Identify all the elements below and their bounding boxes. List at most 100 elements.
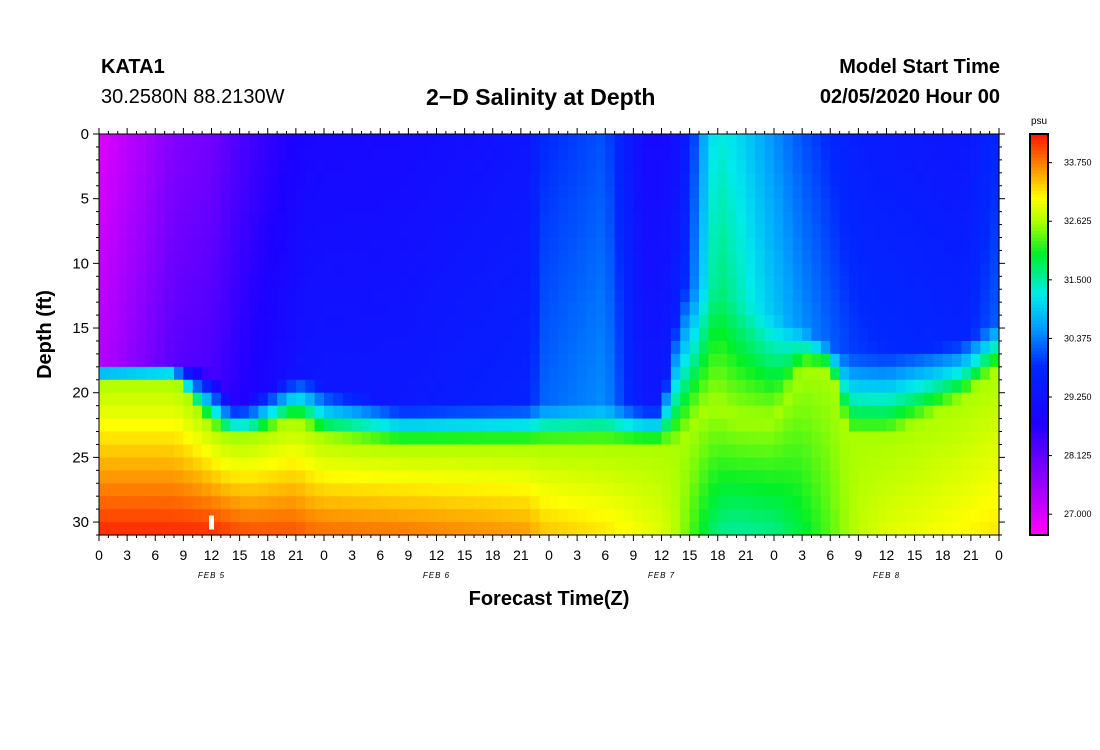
heatmap-cell xyxy=(661,509,672,523)
heatmap-cell xyxy=(717,379,728,394)
heatmap-cell xyxy=(680,340,691,355)
heatmap-cell xyxy=(924,146,934,161)
heatmap-cell xyxy=(839,250,850,264)
colorbar-cell xyxy=(1030,210,1048,215)
heatmap-cell xyxy=(586,276,597,290)
heatmap-cell xyxy=(539,470,550,484)
heatmap-cell xyxy=(877,198,888,213)
heatmap-cell xyxy=(445,340,456,355)
heatmap-cell xyxy=(324,431,334,446)
heatmap-cell xyxy=(314,289,325,303)
heatmap-cell xyxy=(820,431,831,446)
heatmap-cell xyxy=(230,418,241,433)
y-tick-label: 0 xyxy=(81,126,89,143)
heatmap-cell xyxy=(952,392,963,407)
heatmap-cell xyxy=(858,276,869,290)
y-axis-label: Depth (ft) xyxy=(34,290,56,379)
heatmap-cell xyxy=(399,302,409,316)
heatmap-cell xyxy=(483,315,494,329)
heatmap-cell xyxy=(99,405,109,420)
heatmap-cell xyxy=(670,276,681,290)
data-marker xyxy=(209,515,214,530)
heatmap-cell xyxy=(849,263,859,277)
colorbar-cell xyxy=(1030,418,1048,422)
heatmap-cell xyxy=(324,366,334,381)
heatmap-cell xyxy=(474,172,484,187)
heatmap-cell xyxy=(295,509,306,523)
heatmap-cell xyxy=(502,431,513,446)
heatmap-cell xyxy=(961,315,972,329)
heatmap-cell xyxy=(924,211,934,226)
heatmap-cell xyxy=(764,496,775,510)
heatmap-cell xyxy=(258,509,269,523)
heatmap-cell xyxy=(127,379,138,394)
heatmap-cell xyxy=(830,328,841,342)
heatmap-cell xyxy=(324,263,334,277)
heatmap-cell xyxy=(192,405,203,420)
heatmap-cell xyxy=(399,496,409,510)
heatmap-cell xyxy=(220,302,231,316)
heatmap-cell xyxy=(380,340,391,355)
heatmap-cell xyxy=(539,237,550,252)
heatmap-cell xyxy=(764,211,775,226)
heatmap-cell xyxy=(202,509,213,523)
heatmap-cell xyxy=(324,483,334,497)
heatmap-cell xyxy=(942,483,953,497)
heatmap-cell xyxy=(436,392,447,407)
heatmap-cell xyxy=(652,146,663,161)
heatmap-cell xyxy=(933,211,944,226)
heatmap-cell xyxy=(192,366,203,381)
colorbar-cell xyxy=(1030,491,1048,496)
heatmap-cell xyxy=(652,224,663,239)
heatmap-cell xyxy=(192,392,203,407)
heatmap-cell xyxy=(361,172,372,187)
heatmap-cell xyxy=(614,302,625,316)
heatmap-cell xyxy=(370,328,381,342)
heatmap-cell xyxy=(595,418,606,433)
heatmap-cell xyxy=(127,289,138,303)
heatmap-cell xyxy=(511,159,522,174)
colorbar-cell xyxy=(1030,394,1048,399)
heatmap-cell xyxy=(520,276,531,290)
heatmap-cell xyxy=(689,379,700,394)
heatmap-cell xyxy=(361,353,372,368)
heatmap-cell xyxy=(802,379,813,394)
heatmap-cell xyxy=(970,418,981,433)
heatmap-cell xyxy=(689,328,700,342)
heatmap-cell xyxy=(277,198,288,213)
heatmap-cell xyxy=(689,418,700,433)
heatmap-cell xyxy=(614,185,625,200)
heatmap-cell xyxy=(127,224,138,239)
heatmap-cell xyxy=(567,392,578,407)
x-tick-label: 0 xyxy=(95,547,103,563)
heatmap-cell xyxy=(736,379,747,394)
heatmap-cell xyxy=(764,418,775,433)
heatmap-cell xyxy=(99,134,109,148)
heatmap-cell xyxy=(164,276,175,290)
heatmap-cell xyxy=(239,237,250,252)
heatmap-cell xyxy=(811,185,822,200)
heatmap-cell xyxy=(670,496,681,510)
heatmap-cell xyxy=(361,328,372,342)
colorbar-cell xyxy=(1030,414,1048,419)
colorbar-cell xyxy=(1030,150,1048,155)
heatmap-cell xyxy=(820,224,831,239)
heatmap-cell xyxy=(530,302,541,316)
heatmap-cell xyxy=(595,276,606,290)
heatmap-cell xyxy=(970,198,981,213)
heatmap-cell xyxy=(699,392,709,407)
heatmap-cell xyxy=(924,250,934,264)
heatmap-cell xyxy=(99,444,109,458)
heatmap-cell xyxy=(530,496,541,510)
heatmap-cell xyxy=(708,315,719,329)
heatmap-cell xyxy=(305,211,316,226)
heatmap-cell xyxy=(399,392,409,407)
heatmap-cell xyxy=(661,444,672,458)
colorbar-cell xyxy=(1030,371,1048,376)
heatmap-cell xyxy=(577,483,588,497)
heatmap-cell xyxy=(455,263,466,277)
heatmap-cell xyxy=(624,483,634,497)
heatmap-cell xyxy=(361,392,372,407)
heatmap-cell xyxy=(933,237,944,252)
heatmap-cell xyxy=(417,353,428,368)
